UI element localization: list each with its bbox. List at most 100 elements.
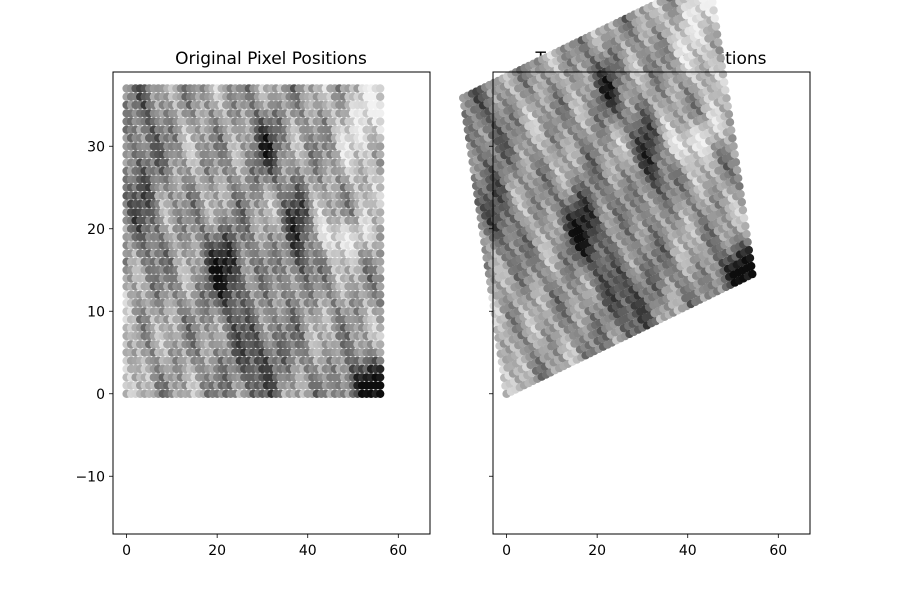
- scatter-point: [748, 269, 757, 279]
- scatter-point: [376, 92, 385, 102]
- scatter-point: [376, 315, 385, 324]
- scatter-point: [734, 174, 743, 183]
- axis-ticks: 0 20 40 60: [489, 145, 787, 559]
- y-tick-label: −10: [75, 469, 105, 485]
- scatter-point: [741, 221, 750, 231]
- x-tick-label: 20: [588, 543, 606, 559]
- scatter-point: [742, 229, 751, 239]
- scatter-point: [744, 245, 753, 255]
- x-tick-label: 60: [389, 543, 407, 559]
- scatter-points: [459, 0, 757, 398]
- scatter-point: [376, 183, 385, 192]
- x-tick-label: 0: [502, 543, 511, 559]
- scatter-point: [376, 166, 385, 176]
- scatter-point: [376, 100, 385, 110]
- scatter-point: [376, 307, 385, 316]
- scatter-point: [376, 117, 385, 126]
- scatter-point: [376, 150, 385, 159]
- scatter-point: [698, 0, 707, 3]
- scatter-point: [376, 389, 385, 398]
- scatter-point: [376, 298, 385, 308]
- scatter-point: [721, 86, 730, 95]
- axes-frame: [492, 71, 811, 535]
- y-tick-label: 0: [96, 387, 105, 403]
- scatter-point: [376, 274, 385, 283]
- panel-title: Original Pixel Positions: [175, 49, 367, 69]
- scatter-point: [745, 253, 755, 263]
- scatter-point: [376, 125, 385, 134]
- scatter-point: [739, 213, 749, 223]
- panel-original: Original Pixel Positions 0 20 40 60 −10 0 10 20…: [75, 49, 431, 559]
- scatter-point: [376, 290, 385, 299]
- scatter-point: [376, 191, 385, 200]
- scatter-point: [376, 158, 385, 167]
- x-tick-label: 20: [208, 543, 226, 559]
- scatter-point: [376, 241, 385, 250]
- x-tick-label: 0: [122, 543, 131, 559]
- scatter-point: [736, 189, 745, 199]
- scatter-point: [711, 22, 721, 31]
- scatter-point: [376, 381, 385, 390]
- scatter-point: [717, 61, 726, 71]
- axis-ticks: 0 20 40 60 −10 0 10 20 30: [75, 139, 407, 559]
- scatter-point: [666, 0, 673, 2]
- scatter-point: [715, 46, 724, 55]
- scatter-point: [716, 54, 725, 63]
- scatter-point: [732, 166, 742, 175]
- scatter-point: [376, 340, 385, 349]
- scatter-point: [376, 84, 385, 93]
- scatter-point: [376, 224, 385, 233]
- scatter-point: [376, 208, 385, 217]
- scatter-point: [679, 0, 688, 4]
- scatter-point: [376, 133, 385, 143]
- scatter-point: [728, 134, 737, 143]
- scatter-points: [122, 84, 385, 398]
- scatter-point: [709, 6, 718, 15]
- y-tick-label: 20: [87, 222, 105, 238]
- scatter-point: [724, 110, 734, 119]
- scatter-point: [376, 282, 385, 291]
- y-tick-label: 30: [87, 139, 105, 155]
- scatter-point: [725, 118, 735, 127]
- scatter-point: [735, 182, 744, 191]
- scatter-point: [376, 216, 385, 225]
- x-tick-label: 40: [299, 543, 317, 559]
- scatter-point: [710, 14, 719, 23]
- scatter-point: [376, 175, 385, 184]
- scatter-point: [727, 126, 736, 135]
- scatter-point: [376, 142, 385, 151]
- axes-frame: [112, 71, 431, 535]
- scatter-point: [723, 102, 732, 111]
- x-tick-label: 60: [769, 543, 787, 559]
- scatter-point: [376, 356, 385, 365]
- scatter-point: [712, 30, 722, 39]
- scatter-point: [731, 158, 741, 167]
- scatter-point: [376, 109, 385, 118]
- scatter-point: [708, 0, 717, 7]
- scatter-point: [714, 38, 723, 47]
- scatter-point: [685, 0, 692, 2]
- scatter-point: [376, 323, 385, 332]
- scatter-point: [729, 142, 738, 151]
- y-tick-label: 10: [87, 304, 105, 320]
- scatter-point: [722, 94, 731, 103]
- scatter-point: [720, 78, 729, 87]
- scatter-point: [743, 237, 752, 247]
- scatter-point: [376, 257, 385, 266]
- scatter-point: [376, 249, 385, 258]
- scatter-point: [376, 364, 385, 374]
- scatter-point: [737, 197, 746, 207]
- scatter-point: [376, 373, 385, 382]
- scatter-point: [730, 150, 739, 159]
- scatter-point: [376, 331, 385, 341]
- scatter-point: [376, 232, 385, 242]
- scatter-point: [376, 348, 385, 357]
- scatter-point: [747, 261, 756, 271]
- scatter-point: [704, 0, 710, 1]
- scatter-point: [376, 199, 385, 209]
- x-tick-label: 40: [679, 543, 697, 559]
- scatter-point: [738, 205, 748, 215]
- scatter-point: [376, 265, 385, 275]
